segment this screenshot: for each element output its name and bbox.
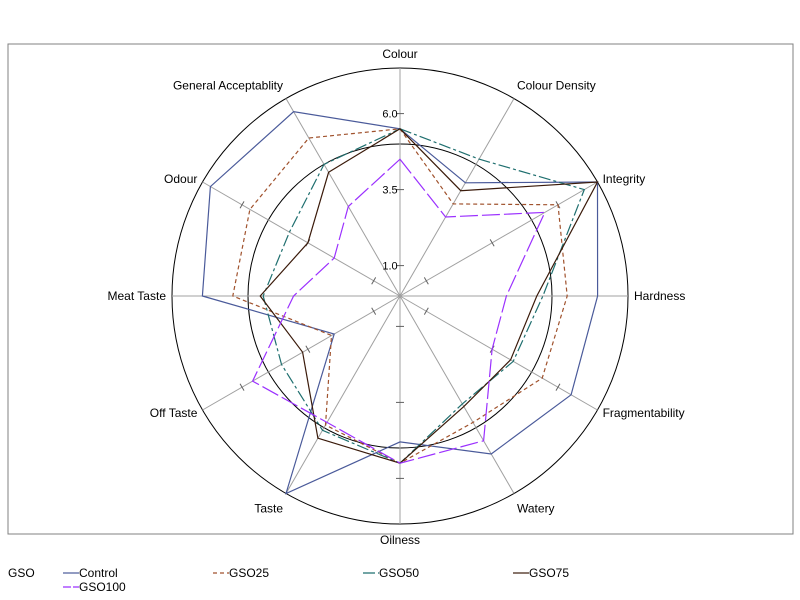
axis-label-2: Integrity xyxy=(603,172,646,186)
tick-mark-8-0 xyxy=(371,307,377,315)
tick-mark-10-0 xyxy=(371,277,377,285)
spoke-4 xyxy=(399,295,598,411)
series-gso100 xyxy=(251,158,546,464)
spoke-1 xyxy=(399,98,515,297)
legend-swatch xyxy=(363,572,379,574)
legend-swatch xyxy=(213,572,229,574)
radar-spokes xyxy=(172,68,628,524)
tick-mark-4-2 xyxy=(555,383,561,391)
legend-label: GSO50 xyxy=(379,566,420,580)
legend-label: GSO100 xyxy=(79,580,126,594)
tick-mark-8-2 xyxy=(239,383,245,391)
legend-label: GSO25 xyxy=(229,566,270,580)
spoke-10 xyxy=(202,181,401,297)
legend: GSO Control GSO25 GSO50 GSO75 GSO100 xyxy=(8,566,793,598)
axis-label-9: Meat Taste xyxy=(108,289,167,303)
legend-item-gso50: GSO50 xyxy=(363,566,503,580)
axis-label-8: Off Taste xyxy=(150,406,198,420)
spoke-11 xyxy=(285,98,401,297)
axis-label-0: Colour xyxy=(382,47,417,61)
legend-item-gso25: GSO25 xyxy=(213,566,353,580)
spoke-7 xyxy=(285,295,401,494)
tick-mark-2-1 xyxy=(489,239,495,247)
axis-label-4: Fragmentability xyxy=(603,406,685,420)
tick-mark-10-2 xyxy=(239,201,245,209)
axis-label-11: General Acceptablity xyxy=(173,78,283,92)
axis-label-5: Watery xyxy=(517,502,555,516)
spoke-5 xyxy=(399,295,515,494)
legend-item-control: Control xyxy=(63,566,203,580)
tick-mark-8-1 xyxy=(305,345,311,353)
axis-label-6: Oilness xyxy=(380,533,420,547)
axis-label-7: Taste xyxy=(254,502,283,516)
legend-swatch xyxy=(63,586,79,588)
legend-item-gso100: GSO100 xyxy=(63,580,203,594)
tick-mark-2-0 xyxy=(423,277,429,285)
tick-label-0: 1.0 xyxy=(382,261,397,273)
legend-swatch xyxy=(63,572,79,574)
tick-label-1: 3.5 xyxy=(382,185,397,197)
legend-label: GSO75 xyxy=(529,566,570,580)
series-group xyxy=(201,111,599,495)
axis-label-1: Colour Density xyxy=(517,78,596,92)
axis-label-3: Hardness xyxy=(634,289,685,303)
axis-labels: Colour Colour Density Integrity Hardness Fra… xyxy=(108,47,686,547)
tick-mark-4-0 xyxy=(423,307,429,315)
spoke-2 xyxy=(399,181,598,297)
legend-title: GSO xyxy=(8,566,35,580)
legend-label: Control xyxy=(79,566,118,580)
legend-swatch xyxy=(513,572,529,574)
axis-label-10: Odour xyxy=(164,172,197,186)
tick-label-2: 6.0 xyxy=(382,109,397,121)
legend-item-gso75: GSO75 xyxy=(513,566,653,580)
plot-frame xyxy=(7,43,794,535)
spoke-8 xyxy=(202,295,401,411)
radial-ticks: 1.0 3.5 6.0 xyxy=(239,109,561,479)
